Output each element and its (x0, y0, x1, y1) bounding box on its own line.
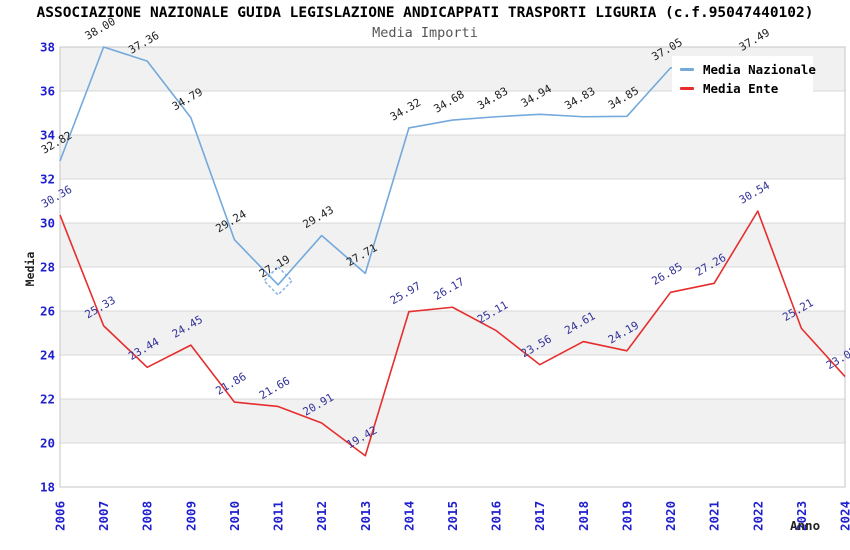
legend: Media Nazionale Media Ente (672, 56, 816, 102)
plot-band (60, 399, 845, 443)
media-nazionale-line-swatch-icon (680, 68, 694, 71)
x-tick-label-2023: 2023 (794, 501, 809, 531)
y-tick-label-22: 22 (40, 392, 55, 407)
x-tick-label-2012: 2012 (314, 501, 329, 531)
x-tick-label-2015: 2015 (445, 501, 460, 531)
plot-band (60, 267, 845, 311)
series-line-media-nazionale (59, 46, 758, 286)
x-tick-label-2009: 2009 (183, 501, 198, 531)
y-tick-label-36: 36 (40, 84, 55, 99)
x-tick-label-2022: 2022 (750, 501, 765, 531)
media-ente-line-swatch-icon (680, 87, 694, 90)
x-axis-title: Anno (790, 518, 821, 533)
x-tick-label-2010: 2010 (227, 501, 242, 531)
y-tick-label-24: 24 (40, 348, 55, 363)
chart-subtitle: Media Importi (372, 25, 478, 41)
x-tick-label-2024: 2024 (838, 501, 850, 531)
x-tick-label-2019: 2019 (619, 501, 634, 531)
plot-band (60, 311, 845, 355)
legend-item-media-ente[interactable]: Media Ente (680, 79, 813, 98)
x-tick-label-2011: 2011 (271, 501, 286, 531)
x-tick-label-2020: 2020 (663, 501, 678, 531)
plot-band (60, 135, 845, 179)
x-tick-label-2016: 2016 (489, 501, 504, 531)
y-tick-label-34: 34 (40, 128, 55, 143)
x-tick-label-2007: 2007 (96, 501, 111, 531)
y-tick-label-30: 30 (40, 216, 55, 231)
x-tick-label-2017: 2017 (532, 501, 547, 531)
y-tick-label-20: 20 (40, 436, 55, 451)
x-tick-label-2021: 2021 (707, 501, 722, 531)
series-line-media-ente (59, 210, 846, 457)
y-tick-label-26: 26 (40, 304, 55, 319)
plot-border (59, 46, 846, 488)
y-tick-label-18: 18 (40, 480, 55, 495)
y-tick-label-28: 28 (40, 260, 55, 275)
legend-label-media-nazionale: Media Nazionale (703, 62, 816, 77)
x-tick-label-2006: 2006 (53, 501, 68, 531)
y-tick-label-38: 38 (40, 40, 55, 55)
plot-band (60, 179, 845, 223)
x-tick-label-2014: 2014 (401, 501, 416, 531)
y-tick-label-32: 32 (40, 172, 55, 187)
chart-title: ASSOCIAZIONE NAZIONALE GUIDA LEGISLAZION… (36, 5, 814, 21)
legend-item-media-nazionale[interactable]: Media Nazionale (680, 60, 816, 79)
data-label: 38.00 (83, 15, 118, 43)
plot-band (60, 355, 845, 399)
plot-band (60, 443, 845, 487)
x-tick-label-2008: 2008 (140, 501, 155, 531)
legend-label-media-ente: Media Ente (703, 81, 779, 96)
x-tick-label-2018: 2018 (576, 501, 591, 531)
x-tick-label-2013: 2013 (358, 501, 373, 531)
plot-band (60, 223, 845, 267)
